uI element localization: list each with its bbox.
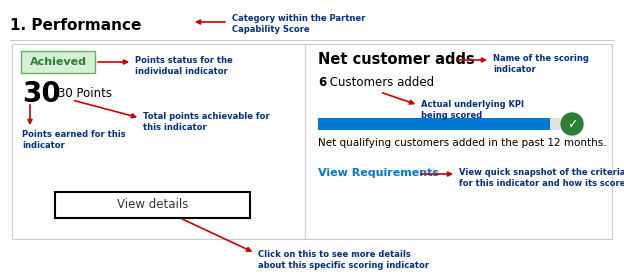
Text: Total points achievable for
this indicator: Total points achievable for this indicat… — [143, 112, 270, 132]
Text: View details: View details — [117, 199, 188, 212]
Text: 6: 6 — [318, 76, 326, 89]
Text: 1. Performance: 1. Performance — [10, 18, 142, 33]
Text: Points earned for this
indicator: Points earned for this indicator — [22, 130, 125, 150]
Text: /30 Points: /30 Points — [54, 86, 112, 99]
Text: Customers added: Customers added — [326, 76, 434, 89]
Text: Click on this to see more details
about this specific scoring indicator: Click on this to see more details about … — [258, 250, 429, 270]
FancyBboxPatch shape — [21, 51, 95, 73]
Text: Points status for the
individual indicator: Points status for the individual indicat… — [135, 56, 233, 76]
Text: Name of the scoring
indicator: Name of the scoring indicator — [493, 54, 589, 74]
Text: Achieved: Achieved — [29, 57, 87, 67]
FancyBboxPatch shape — [55, 192, 250, 218]
Text: View Requirements: View Requirements — [318, 168, 439, 178]
FancyBboxPatch shape — [318, 118, 550, 130]
FancyBboxPatch shape — [12, 44, 612, 239]
Text: Net customer adds: Net customer adds — [318, 52, 475, 67]
FancyBboxPatch shape — [318, 118, 560, 130]
Text: Net qualifying customers added in the past 12 months.: Net qualifying customers added in the pa… — [318, 138, 607, 148]
Text: Category within the Partner
Capability Score: Category within the Partner Capability S… — [232, 14, 366, 34]
Text: Actual underlying KPI
being scored: Actual underlying KPI being scored — [421, 100, 524, 120]
Text: 30: 30 — [22, 80, 61, 108]
Circle shape — [561, 113, 583, 135]
Text: ✓: ✓ — [567, 119, 577, 132]
Text: View quick snapshot of the criteria
for this indicator and how its scored: View quick snapshot of the criteria for … — [459, 168, 624, 188]
